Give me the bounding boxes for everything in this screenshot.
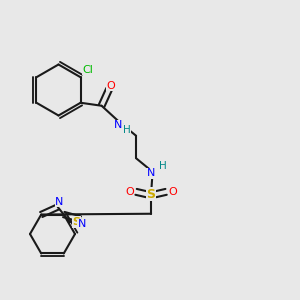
Text: N: N <box>147 168 155 178</box>
Text: N: N <box>55 196 63 207</box>
Text: O: O <box>125 187 134 197</box>
Text: H: H <box>159 161 167 171</box>
Text: Cl: Cl <box>82 65 94 75</box>
Text: O: O <box>168 187 177 197</box>
Text: H: H <box>123 125 131 135</box>
Text: N: N <box>114 120 122 130</box>
Text: O: O <box>106 81 115 91</box>
Text: S: S <box>147 188 156 201</box>
Text: N: N <box>78 219 86 230</box>
Text: S: S <box>72 217 80 227</box>
